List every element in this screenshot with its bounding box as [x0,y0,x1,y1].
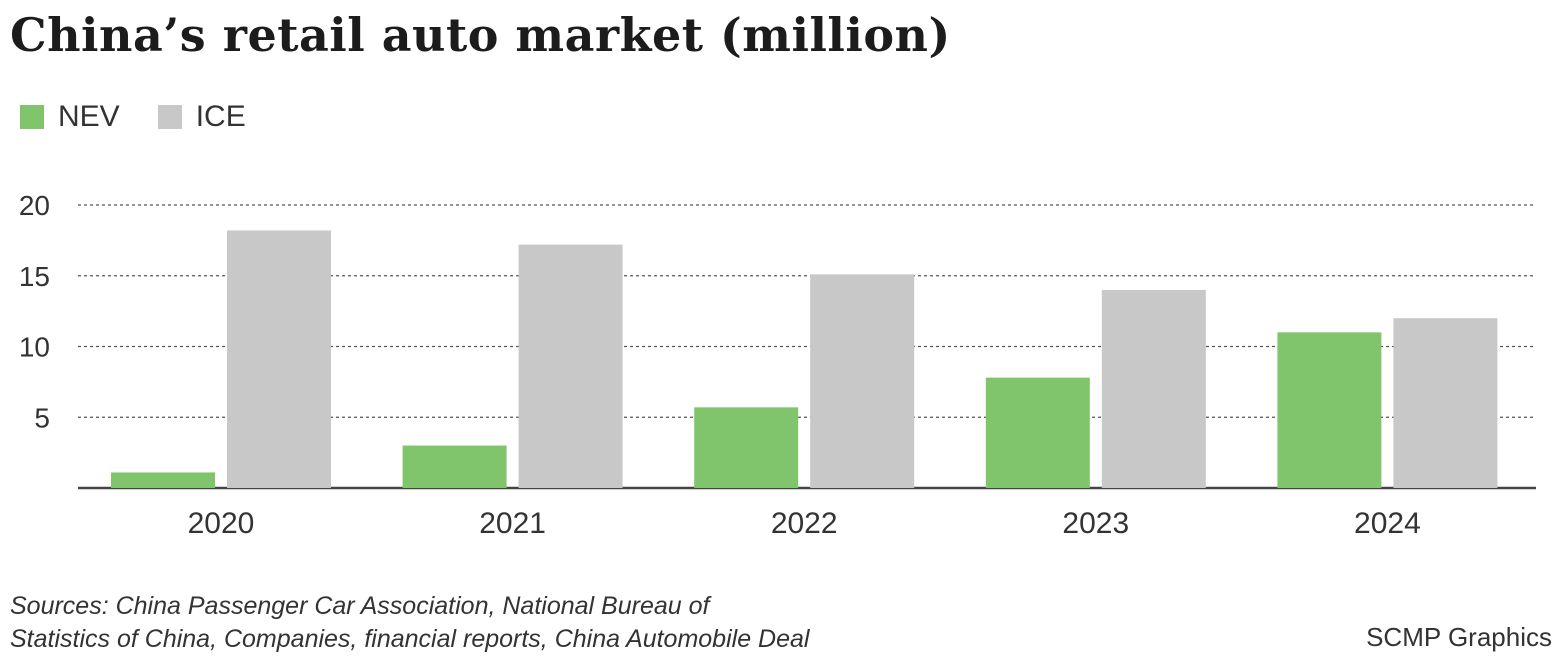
x-tick-label-2023: 2023 [1062,507,1129,540]
bar-nev-2020 [111,472,215,488]
legend-item-nev: NEV [20,100,120,134]
bar-nev-2021 [402,445,507,488]
y-tick-label-10: 10 [19,332,50,363]
sources-note: Sources: China Passenger Car Association… [10,590,809,656]
bar-ice-2021 [518,244,623,488]
bar-ice-2020 [227,230,331,488]
legend-label-nev: NEV [58,100,120,133]
legend-swatch-ice [157,105,182,129]
y-tick-label-20: 20 [19,190,50,221]
x-tick-label-2022: 2022 [771,507,838,540]
graphics-credit: SCMP Graphics [1366,622,1552,652]
bar-nev-2022 [694,407,799,488]
bar-nev-2023 [985,377,1090,488]
sources-line-1: Sources: China Passenger Car Association… [10,592,710,620]
x-tick-label-2021: 2021 [479,507,546,540]
x-tick-label-2024: 2024 [1354,507,1421,540]
chart-title: China’s retail auto market (million) [10,8,951,62]
sources-line-2: Statistics of China, Companies, financia… [10,625,810,653]
y-tick-label-5: 5 [34,402,50,433]
x-tick-label-2020: 2020 [188,507,255,540]
bar-nev-2024 [1277,332,1382,488]
y-tick-label-15: 15 [19,261,50,292]
legend-swatch-nev [20,105,44,129]
legend: NEV ICE [20,100,284,134]
bar-ice-2023 [1101,289,1206,488]
legend-label-ice: ICE [195,100,246,133]
legend-item-ice: ICE [157,100,246,134]
bar-ice-2024 [1393,318,1498,488]
bar-ice-2022 [810,274,915,488]
